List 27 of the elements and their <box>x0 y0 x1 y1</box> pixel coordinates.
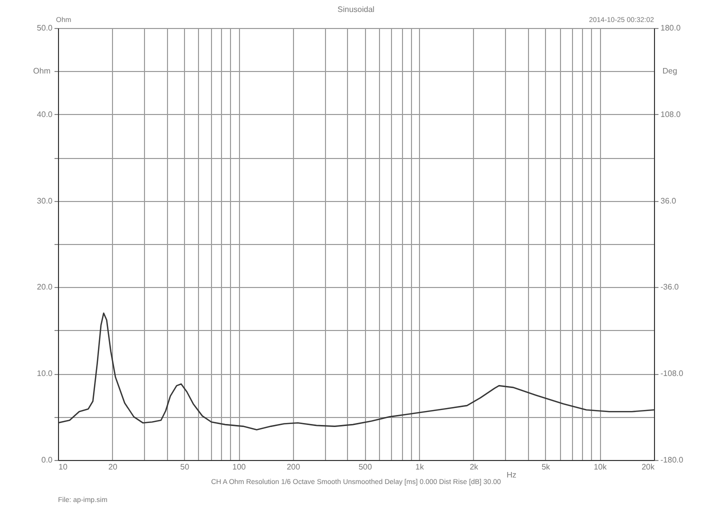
chart-title: Sinusoidal <box>338 5 375 14</box>
x-tick-label: 5k <box>542 462 552 472</box>
y-tick-label: 30.0 <box>36 196 54 206</box>
x-tick-label: 2k <box>470 462 480 472</box>
y-tick-label: 20.0 <box>36 282 54 292</box>
x-tick-label: 10k <box>594 462 608 472</box>
y2-tick-label: -108.0 <box>660 369 684 378</box>
y-tick-label: 40.0 <box>36 110 54 119</box>
y-axis-title: Ohm <box>33 66 51 76</box>
y2-axis-title: Deg <box>662 66 678 76</box>
x-tick-label: 10 <box>58 462 68 472</box>
y2-tick-label: -36.0 <box>660 282 680 292</box>
x-tick-label: 1k <box>415 462 425 472</box>
x-tick-label: 20k <box>642 462 656 472</box>
y2-tick-label: 180.0 <box>660 24 682 32</box>
y-tick-label: 50.0 <box>36 24 54 32</box>
y2-tick-label: 36.0 <box>660 196 677 206</box>
y2-tick-label: -180.0 <box>660 456 684 464</box>
x-axis-title: Hz <box>506 470 516 480</box>
x-tick-label: 100 <box>232 462 246 472</box>
x-tick-label: 200 <box>286 462 301 472</box>
y-tick-label: 10.0 <box>36 369 54 378</box>
y-tick-label: 0.0 <box>41 456 54 464</box>
x-tick-label: 500 <box>358 462 372 472</box>
x-tick-label: 20 <box>108 462 118 472</box>
x-tick-label: 50 <box>180 462 190 472</box>
y2-tick-label: 108.0 <box>660 110 682 119</box>
